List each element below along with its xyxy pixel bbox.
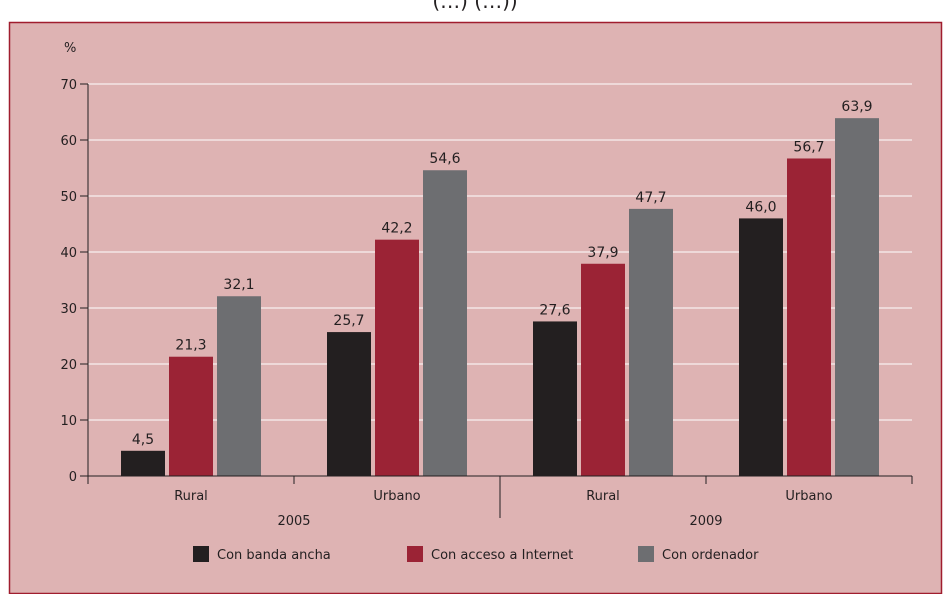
x-category-label: Rural — [174, 489, 208, 504]
bar-con-banda-ancha — [121, 450, 165, 476]
bar-con-ordenador — [423, 170, 467, 477]
bar-con-acceso-a-internet — [169, 356, 213, 476]
legend-label: Con banda ancha — [217, 548, 331, 563]
data-label: 25,7 — [333, 313, 364, 329]
top-caption: (…) (…)) — [432, 0, 517, 13]
legend: Con banda ancha Con acceso a Internet Con … — [193, 546, 759, 563]
data-label: 54,6 — [429, 151, 460, 167]
bar-con-banda-ancha — [327, 332, 371, 476]
x-category-label: Urbano — [373, 489, 420, 504]
legend-label: Con ordenador — [662, 548, 759, 563]
legend-swatch — [407, 546, 423, 562]
legend-swatch — [193, 546, 209, 562]
data-label: 46,0 — [745, 199, 776, 215]
data-label: 37,9 — [587, 245, 618, 261]
legend-swatch — [638, 546, 654, 562]
y-tick-label: 10 — [60, 414, 77, 429]
y-tick-label: 30 — [60, 302, 77, 317]
axes: 0 10 20 30 40 50 60 70 Rural Urbano Rural Urbano 200… — [60, 78, 913, 529]
data-label: 32,1 — [223, 277, 254, 293]
data-label: 63,9 — [841, 99, 872, 115]
data-label: 4,5 — [132, 432, 154, 448]
bar-con-acceso-a-internet — [375, 239, 419, 476]
data-label: 42,2 — [381, 221, 412, 237]
x-group-label: 2009 — [689, 514, 722, 529]
y-tick-label: 60 — [60, 134, 77, 149]
bar-con-acceso-a-internet — [581, 263, 625, 476]
bar-con-banda-ancha — [739, 218, 783, 476]
legend-label: Con acceso a Internet — [431, 548, 573, 563]
y-tick-label: 20 — [60, 358, 77, 373]
bars — [121, 118, 879, 477]
bar-con-ordenador — [217, 296, 261, 476]
data-label: 47,7 — [635, 190, 666, 206]
y-tick-label: 50 — [60, 190, 77, 205]
bar-con-ordenador — [835, 118, 879, 476]
y-tick-label: 0 — [69, 470, 77, 485]
data-label: 56,7 — [793, 139, 824, 155]
y-tick-label: 70 — [60, 78, 77, 93]
bar-con-ordenador — [629, 208, 673, 476]
bar-con-banda-ancha — [533, 321, 577, 476]
data-label: 27,6 — [539, 302, 570, 318]
x-category-label: Urbano — [785, 489, 832, 504]
data-labels: 4,5 21,3 32,1 25,7 42,2 54,6 27,6 37,9 47,7 46,0 5… — [132, 99, 873, 448]
x-category-label: Rural — [586, 489, 620, 504]
y-axis-unit-label: % — [64, 41, 76, 56]
y-tick-label: 40 — [60, 246, 77, 261]
x-group-label: 2005 — [277, 514, 310, 529]
bar-con-acceso-a-internet — [787, 158, 831, 477]
data-label: 21,3 — [175, 338, 206, 354]
